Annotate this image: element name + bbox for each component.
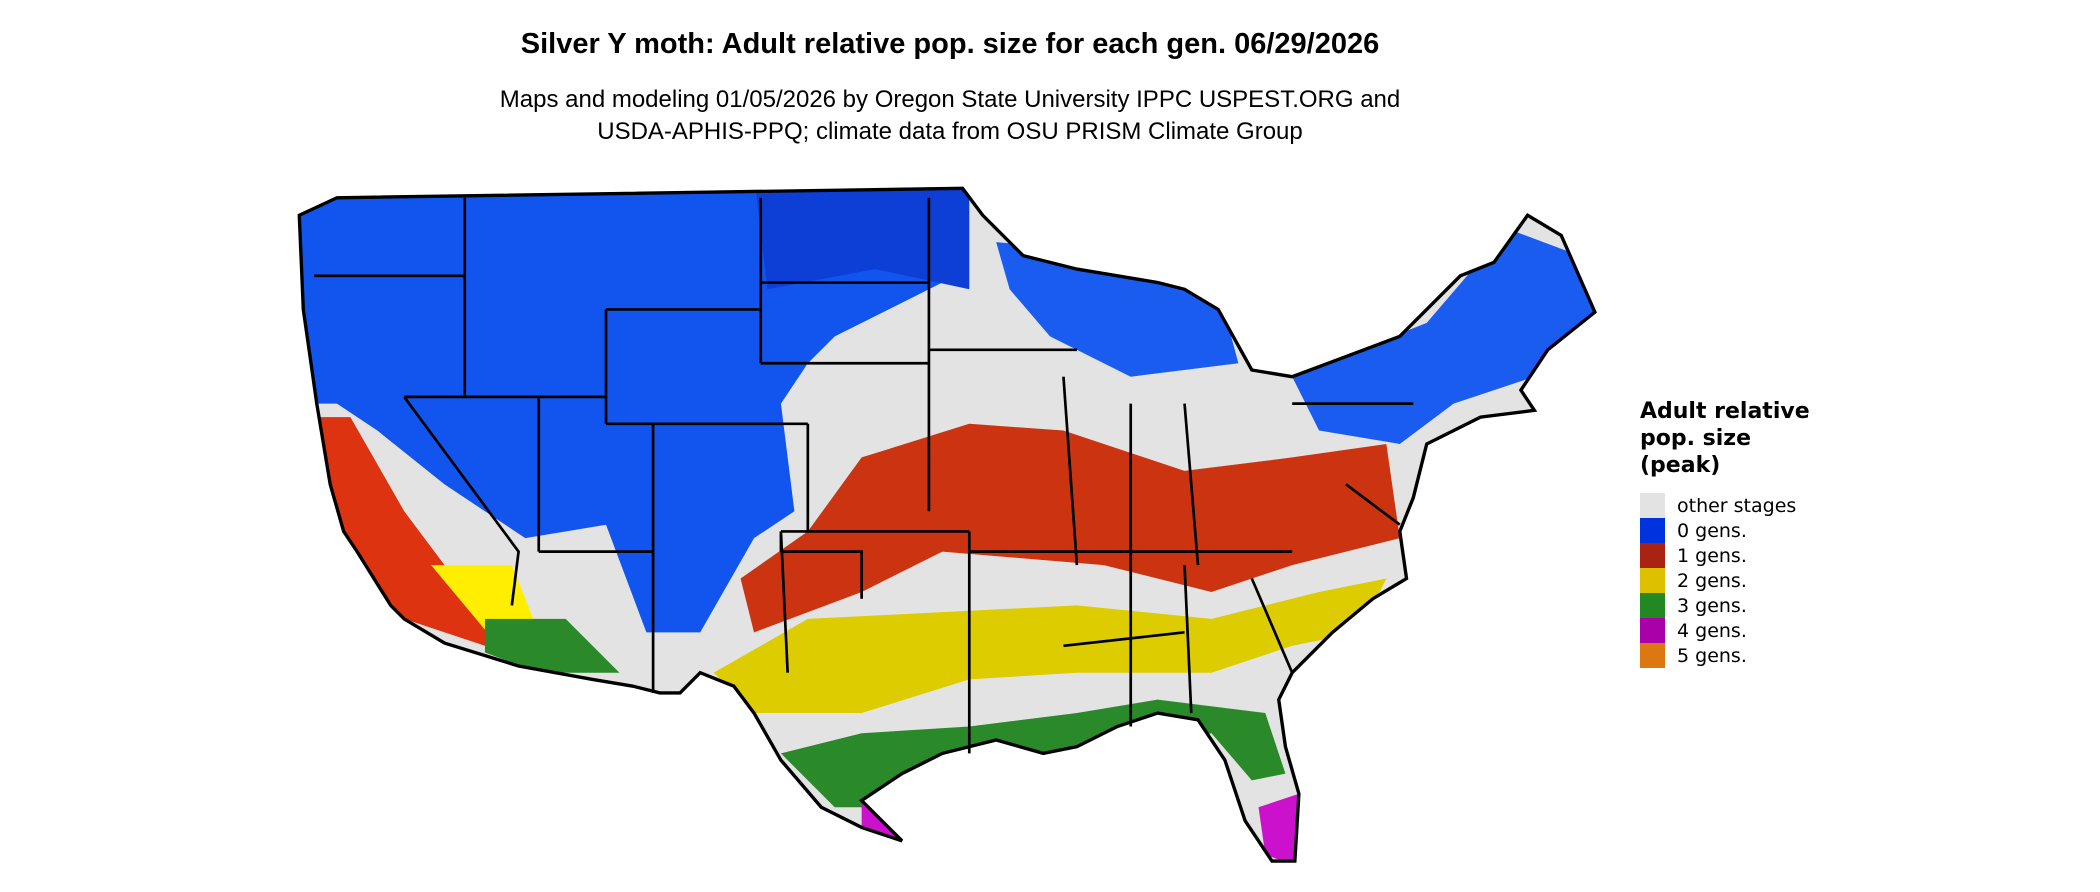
legend-swatch [1640, 593, 1665, 618]
legend-label: 4 gens. [1677, 619, 1747, 642]
legend-swatch [1640, 568, 1665, 593]
legend-swatch [1640, 493, 1665, 518]
region-1-gens-central [740, 423, 1400, 633]
map-subtitle-line2: USDA-APHIS-PPQ; climate data from OSU PR… [597, 118, 1303, 145]
legend-title: Adult relative pop. size (peak) [1640, 398, 1840, 479]
region-3-gens-arizona [484, 618, 620, 673]
legend-swatch [1640, 618, 1665, 643]
legend-item: 4 gens. [1640, 618, 1840, 643]
legend-label: 3 gens. [1677, 594, 1747, 617]
region-2-gens-south [713, 578, 1387, 714]
legend-label: other stages [1677, 494, 1797, 517]
map-title: Silver Y moth: Adult relative pop. size … [520, 28, 1380, 60]
region-0-gens-northeast [1292, 228, 1595, 444]
legend-label: 5 gens. [1677, 644, 1747, 667]
legend-item: 1 gens. [1640, 543, 1840, 568]
legend-item: 5 gens. [1640, 643, 1840, 668]
legend-swatch [1640, 543, 1665, 568]
legend-label: 0 gens. [1677, 519, 1747, 542]
state-borders [314, 197, 1414, 754]
region-4-gens-s-florida [1258, 793, 1299, 862]
legend: Adult relative pop. size (peak) other st… [1640, 398, 1840, 668]
legend-title-line: Adult relative [1640, 399, 1810, 424]
legend-label: 2 gens. [1677, 569, 1747, 592]
legend-swatch [1640, 518, 1665, 543]
legend-item: 3 gens. [1640, 593, 1840, 618]
legend-title-line: (peak) [1640, 453, 1721, 478]
legend-item: other stages [1640, 493, 1840, 518]
legend-item: 2 gens. [1640, 568, 1840, 593]
region-0-gens-north [754, 188, 970, 290]
legend-item: 0 gens. [1640, 518, 1840, 543]
legend-swatch [1640, 643, 1665, 668]
map-subtitle-line1: Maps and modeling 01/05/2026 by Oregon S… [499, 86, 1401, 113]
legend-title-line: pop. size [1640, 426, 1751, 451]
legend-label: 1 gens. [1677, 544, 1747, 567]
